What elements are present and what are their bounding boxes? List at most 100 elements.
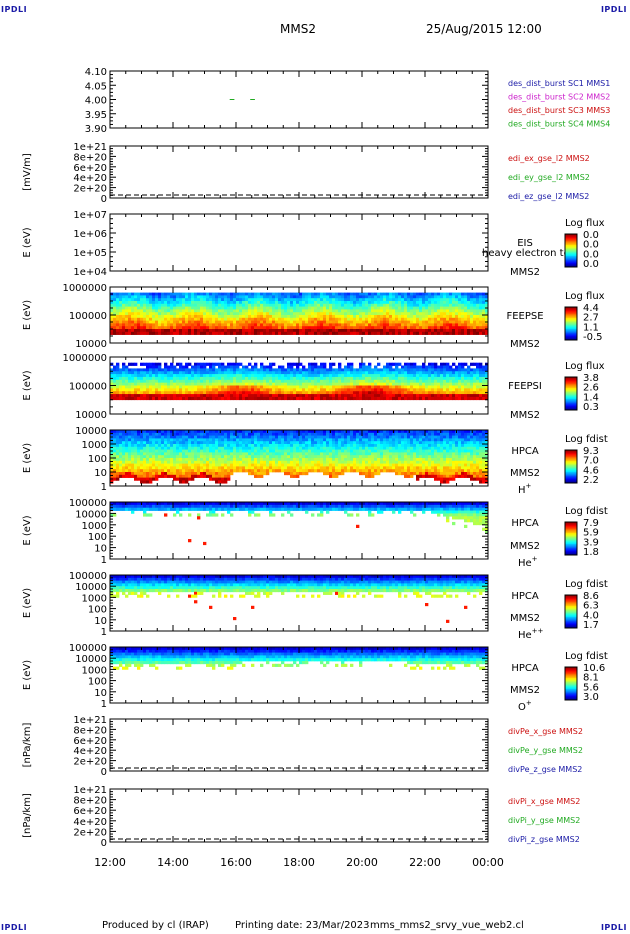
heatmap-cell (344, 331, 348, 335)
heatmap-cell (164, 394, 168, 398)
heatmap-cell (122, 365, 126, 369)
heatmap-cell (164, 309, 168, 313)
heatmap-cell (203, 385, 207, 389)
heatmap-cell (305, 306, 309, 310)
heatmap-cell (149, 309, 153, 313)
heatmap-cell (149, 374, 153, 378)
heatmap-cell (305, 382, 309, 386)
heatmap-cell (176, 455, 180, 459)
heatmap-cell (308, 303, 312, 307)
heatmap-cell (140, 438, 144, 442)
heatmap-cell (176, 382, 180, 386)
heatmap-cell (251, 331, 255, 335)
heatmap-cell (323, 394, 327, 398)
heatmap-cell (122, 430, 126, 434)
heatmap-cell (233, 323, 237, 327)
heatmap-cell (431, 298, 435, 302)
heatmap-cell (179, 382, 183, 386)
heatmap-cell (170, 301, 174, 305)
heatmap-cell (302, 391, 306, 395)
heatmap-cell (260, 388, 264, 392)
heatmap-cell (131, 446, 135, 450)
heatmap-cell (278, 435, 282, 439)
heatmap-cell (479, 317, 483, 321)
heatmap-cell (437, 292, 441, 296)
heatmap-cell (164, 323, 168, 327)
heatmap-cell (320, 306, 324, 310)
heatmap-cell (278, 292, 282, 296)
heatmap-cell (353, 298, 357, 302)
heatmap-cell (329, 292, 333, 296)
heatmap-cell (164, 463, 168, 467)
heatmap-cell (218, 438, 222, 442)
heatmap-cell (452, 295, 456, 299)
heatmap-cell (272, 379, 276, 383)
colorbar-band (565, 388, 577, 390)
heatmap-cell (197, 301, 201, 305)
heatmap-cell (410, 315, 414, 319)
heatmap-cell (263, 466, 267, 470)
heatmap-cell (149, 463, 153, 467)
heatmap-cell (434, 298, 438, 302)
heatmap-cell (224, 441, 228, 445)
heatmap-cell (197, 298, 201, 302)
heatmap-cell (425, 371, 429, 375)
heatmap-cell (326, 320, 330, 324)
heatmap-cell (431, 391, 435, 395)
colorbar-tick-label: 3.8 (583, 373, 599, 384)
plot-frame (109, 70, 489, 129)
heatmap-cell (233, 458, 237, 462)
colorbar-band (565, 397, 577, 400)
heatmap-cell (470, 306, 474, 310)
heatmap-cell (467, 317, 471, 321)
heatmap-cell (134, 444, 138, 448)
heatmap-cell (170, 455, 174, 459)
heatmap-cell (455, 303, 459, 307)
heatmap-cell (341, 371, 345, 375)
heatmap-cell (272, 320, 276, 324)
heatmap-cell (236, 309, 240, 313)
heatmap-cell (347, 385, 351, 389)
heatmap-cell (485, 329, 489, 333)
heatmap-cell (275, 317, 279, 321)
heatmap-cell (275, 371, 279, 375)
heatmap-cell (245, 323, 249, 327)
colorbar-tick-label: 0.0 (583, 259, 599, 270)
heatmap-cell (377, 371, 381, 375)
heatmap-cell (335, 306, 339, 310)
heatmap-cell (386, 329, 390, 333)
heatmap-cell (218, 391, 222, 395)
heatmap-cell (227, 460, 231, 464)
heatmap-cell (269, 449, 273, 453)
heatmap-cell (203, 438, 207, 442)
heatmap-cell (479, 385, 483, 389)
heatmap-cell (173, 394, 177, 398)
heatmap-cell (248, 331, 252, 335)
heatmap-cell (239, 306, 243, 310)
heatmap-cell (263, 306, 267, 310)
heatmap-cell (428, 371, 432, 375)
heatmap-cell (362, 301, 366, 305)
heatmap-cell (134, 441, 138, 445)
heatmap-cell (428, 323, 432, 327)
heatmap-cell (431, 301, 435, 305)
heatmap-cell (173, 379, 177, 383)
heatmap-cell (437, 329, 441, 333)
heatmap-cell (164, 385, 168, 389)
heatmap-cell (407, 303, 411, 307)
heatmap-cell (134, 452, 138, 456)
heatmap-cell (209, 452, 213, 456)
heatmap-cell (350, 368, 354, 372)
heatmap-cell (173, 365, 177, 369)
heatmap-cell (113, 315, 117, 319)
heatmap-cell (191, 331, 195, 335)
heatmap-cell (425, 326, 429, 330)
heatmap-cell (230, 446, 234, 450)
heatmap-cell (116, 362, 120, 366)
heatmap-cell (224, 385, 228, 389)
heatmap-cell (371, 331, 375, 335)
heatmap-cell (443, 391, 447, 395)
heatmap-cell (149, 379, 153, 383)
heatmap-cell (284, 441, 288, 445)
heatmap-cell (299, 391, 303, 395)
